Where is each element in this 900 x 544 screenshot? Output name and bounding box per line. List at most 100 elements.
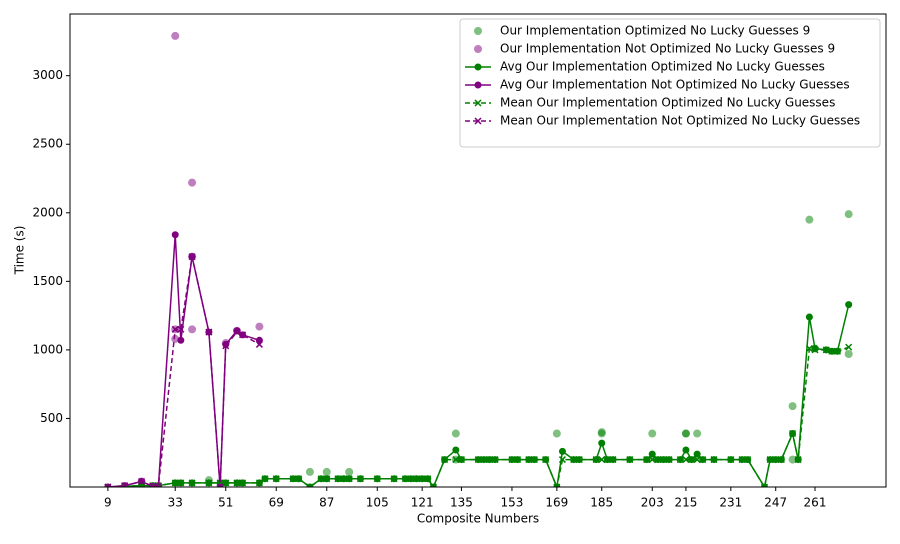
point-marker	[676, 456, 684, 464]
legend-box	[459, 18, 881, 148]
point-marker	[626, 456, 634, 464]
plot-frame	[69, 13, 887, 488]
point-marker	[233, 479, 241, 487]
y-axis-label: Time (s)	[13, 226, 27, 276]
point-marker	[222, 342, 230, 350]
x-tick-label: 121	[411, 496, 434, 510]
point-marker	[356, 475, 364, 483]
point-marker	[317, 475, 325, 483]
point-marker	[177, 479, 185, 487]
point-marker	[682, 456, 690, 464]
point-marker	[693, 450, 701, 458]
point-marker	[665, 456, 673, 464]
point-marker	[553, 483, 561, 487]
x-tick-label: 215	[674, 496, 697, 510]
scatter-point	[693, 429, 702, 438]
scatter-point	[322, 467, 331, 476]
point-marker	[603, 456, 611, 464]
point-marker	[188, 479, 196, 487]
point-marker	[833, 347, 841, 355]
scatter-point	[552, 429, 561, 438]
point-marker	[710, 456, 718, 464]
point-marker	[643, 456, 651, 464]
point-marker	[177, 336, 185, 344]
point-marker	[766, 456, 774, 464]
x-tick-label: 153	[501, 496, 524, 510]
point-marker	[654, 456, 662, 464]
point-marker	[323, 475, 331, 483]
legend-marker	[474, 99, 482, 107]
y-tick-label: 500	[40, 411, 63, 425]
point-marker	[659, 456, 668, 464]
point-marker	[542, 456, 550, 464]
point-marker	[345, 475, 353, 483]
x-tick-label: 9	[104, 496, 112, 510]
point-marker	[570, 456, 578, 464]
scatter-point	[805, 215, 814, 224]
point-marker	[828, 347, 836, 355]
point-marker	[295, 475, 303, 483]
x-tick-label: 87	[319, 496, 334, 510]
x-tick-label: 247	[764, 496, 787, 510]
point-marker	[177, 325, 185, 333]
plot	[104, 31, 853, 487]
point-marker	[525, 456, 533, 464]
scatter-point	[788, 402, 797, 411]
point-marker	[334, 475, 342, 483]
point-marker	[727, 456, 735, 464]
y-tick-label: 1000	[32, 342, 63, 356]
line	[107, 234, 260, 487]
x-tick-label: 261	[804, 496, 827, 510]
point-marker	[418, 475, 426, 483]
point-marker	[592, 456, 600, 464]
x-tick-label: 69	[269, 496, 284, 510]
y-tick-label: 3000	[32, 68, 63, 82]
point-marker	[648, 456, 656, 464]
point-marker	[171, 479, 179, 487]
point-marker	[485, 456, 494, 464]
point-marker	[255, 340, 263, 348]
scatter-point	[188, 325, 197, 334]
point-marker	[340, 475, 348, 483]
point-marker	[480, 456, 488, 464]
point-marker	[121, 482, 129, 487]
point-marker	[289, 475, 297, 483]
point-marker	[154, 482, 162, 487]
x-tick-label: 203	[641, 496, 664, 510]
scatter-point	[171, 31, 180, 40]
point-marker	[457, 456, 465, 464]
point-marker	[205, 328, 213, 336]
point-marker	[845, 301, 853, 309]
point-marker	[233, 328, 241, 336]
point-marker	[648, 450, 656, 458]
point-marker	[744, 456, 752, 464]
point-marker	[188, 253, 196, 261]
legend-marker	[474, 117, 482, 125]
scatter-point	[681, 429, 690, 438]
point-marker	[272, 475, 280, 483]
scatter-point	[597, 428, 606, 437]
point-marker	[772, 456, 780, 464]
point-marker	[760, 483, 769, 487]
scatter-point	[188, 178, 197, 187]
point-marker	[452, 456, 460, 464]
point-marker	[407, 475, 415, 483]
point-marker	[575, 456, 583, 464]
legend-label: Our Implementation Optimized No Lucky Gu…	[500, 24, 810, 38]
point-marker	[390, 475, 398, 483]
point-marker	[693, 456, 701, 464]
point-marker	[104, 483, 112, 487]
point-marker	[171, 231, 179, 239]
point-marker	[452, 446, 460, 454]
point-marker	[149, 482, 157, 487]
line	[107, 256, 260, 487]
point-marker	[255, 479, 263, 487]
point-marker	[306, 483, 314, 487]
point-marker	[777, 456, 785, 464]
legend-label: Mean Our Implementation Optimized No Luc…	[500, 96, 835, 110]
point-marker	[491, 456, 499, 464]
scatter-point	[844, 210, 853, 219]
legend-marker	[474, 45, 482, 53]
point-marker	[261, 475, 269, 483]
